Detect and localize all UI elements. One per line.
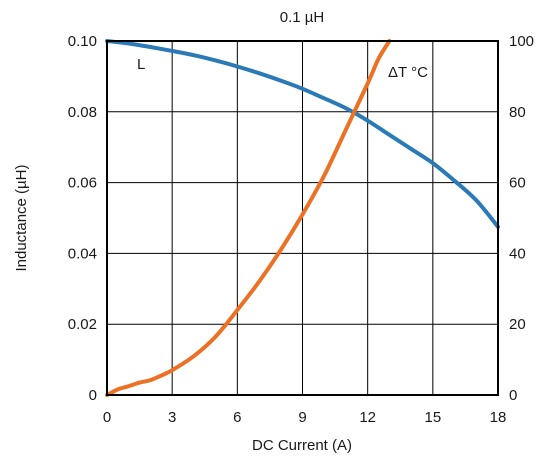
series-layer [105, 39, 500, 397]
y-tick-label: 0.06 [68, 175, 97, 192]
series-label-delta-t: ΔT °C [388, 64, 428, 81]
plot-frame [106, 40, 499, 396]
y2-tick-label: 100 [509, 33, 534, 50]
left-tick-labels: 0 0.02 0.04 0.06 0.08 0.10 [68, 33, 97, 404]
y-tick-label: 0.10 [68, 33, 97, 50]
grid [107, 41, 498, 395]
x-tick-label: 3 [168, 409, 176, 426]
x-tick-label: 15 [424, 409, 441, 426]
series-label-L: L [137, 56, 145, 73]
y-tick-label: 0.08 [68, 104, 97, 121]
bottom-tick-labels: 0 3 6 9 12 15 18 [103, 409, 507, 426]
chart-title: 0.1 µH [280, 9, 325, 26]
x-axis-label: DC Current (A) [252, 437, 352, 454]
x-tick-label: 12 [359, 409, 376, 426]
y2-tick-label: 20 [509, 316, 526, 333]
y2-tick-label: 80 [509, 104, 526, 121]
y-tick-label: 0.02 [68, 316, 97, 333]
x-tick-label: 0 [103, 409, 111, 426]
y2-tick-label: 60 [509, 175, 526, 192]
y2-tick-label: 40 [509, 245, 526, 262]
y2-tick-label: 0 [509, 387, 517, 404]
series-line-temperature-rise [105, 39, 392, 397]
x-tick-label: 6 [233, 409, 241, 426]
y-tick-label: 0 [89, 387, 97, 404]
series-line-inductance [105, 39, 500, 229]
x-tick-label: 18 [490, 409, 507, 426]
right-tick-labels: 0 20 40 60 80 100 [509, 33, 534, 404]
y-axis-label: Inductance (µH) [13, 164, 30, 271]
y-tick-label: 0.04 [68, 245, 97, 262]
x-tick-label: 9 [298, 409, 306, 426]
